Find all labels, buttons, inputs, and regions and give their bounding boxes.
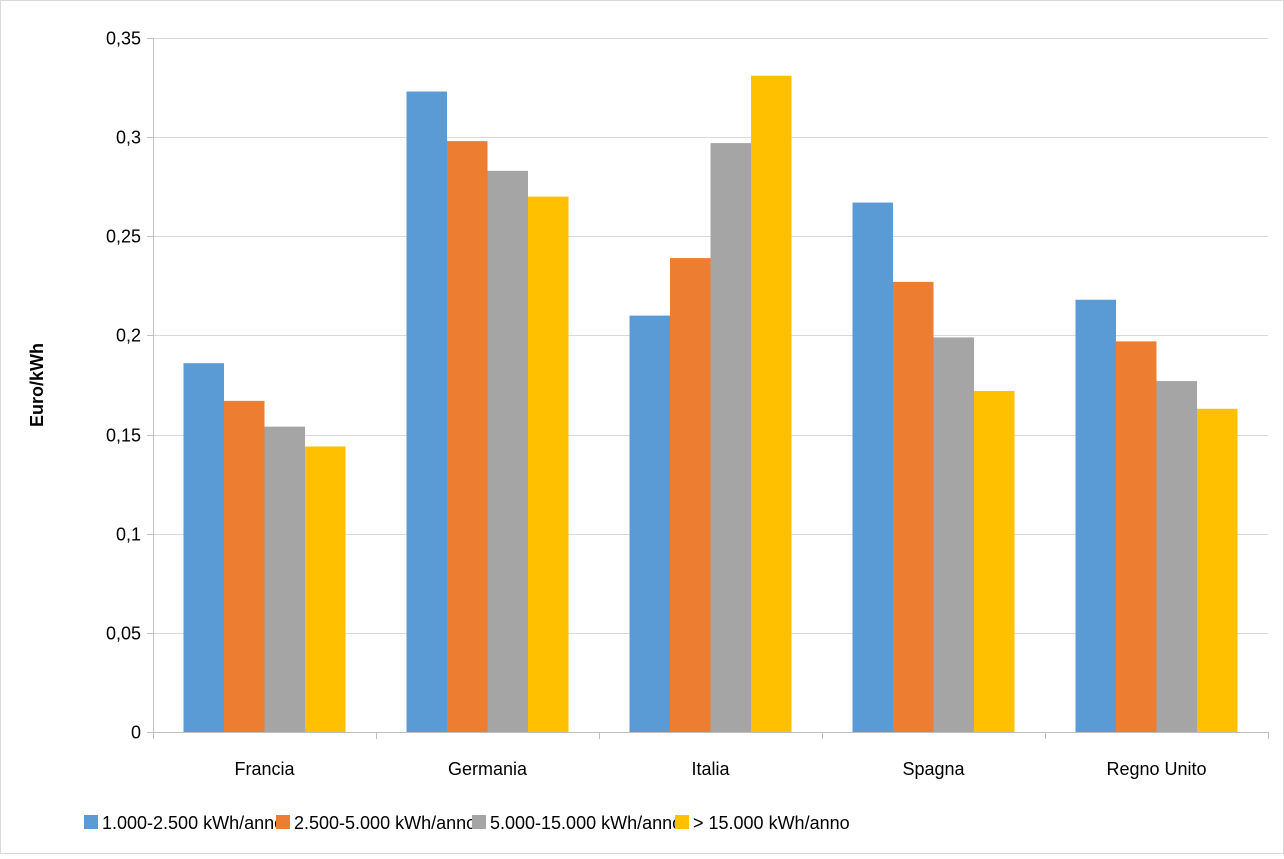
axes: 0 0,05 0,1 0,15 0,2 0,25 0,3 0,35 Francia Germani… <box>106 29 1269 779</box>
bar-1-germania <box>406 91 447 733</box>
bar-2-italia <box>670 258 711 732</box>
legend-swatch <box>276 815 290 829</box>
y-tick-label: 0,35 <box>106 29 141 49</box>
bar-3-spagna <box>933 337 974 732</box>
bar-3-italia <box>710 143 751 732</box>
bar-4-italia <box>751 75 792 732</box>
y-axis-title: Euro/kWh <box>27 343 47 427</box>
legend-label: 2.500-5.000 kWh/anno <box>294 813 476 833</box>
bar-1-italia <box>629 315 670 732</box>
bar-2-francia <box>224 400 265 732</box>
bar-2-regno-unito <box>1116 341 1157 732</box>
y-tick-label: 0,25 <box>106 227 141 247</box>
bar-4-francia <box>305 446 346 732</box>
legend-swatch <box>84 815 98 829</box>
bar-4-germania <box>528 196 569 733</box>
bar-4-regno-unito <box>1197 408 1238 732</box>
bar-4-spagna <box>974 390 1015 732</box>
bars <box>183 75 1238 733</box>
y-tick-label: 0,2 <box>116 326 141 346</box>
y-tick-label: 0 <box>131 723 141 743</box>
x-category-label: Germania <box>448 759 528 779</box>
bar-1-francia <box>183 363 224 732</box>
legend: 1.000-2.500 kWh/anno 2.500-5.000 kWh/anno… <box>84 813 850 833</box>
bar-2-spagna <box>893 281 934 732</box>
y-tick-label: 0,15 <box>106 426 141 446</box>
x-category-label: Francia <box>234 759 295 779</box>
y-tick-label: 0,05 <box>106 624 141 644</box>
x-category-label: Italia <box>691 759 730 779</box>
y-tick-label: 0,3 <box>116 128 141 148</box>
legend-swatch <box>675 815 689 829</box>
legend-label: 1.000-2.500 kWh/anno <box>102 813 284 833</box>
bar-3-francia <box>264 426 305 732</box>
x-category-label: Spagna <box>902 759 965 779</box>
legend-label: 5.000-15.000 kWh/anno <box>490 813 682 833</box>
legend-label: > 15.000 kWh/anno <box>693 813 850 833</box>
y-tick-label: 0,1 <box>116 525 141 545</box>
bar-3-germania <box>487 170 528 732</box>
bar-1-regno-unito <box>1075 299 1116 732</box>
x-category-label: Regno Unito <box>1106 759 1206 779</box>
bar-1-spagna <box>852 202 893 732</box>
bar-2-germania <box>447 141 488 732</box>
legend-swatch <box>472 815 486 829</box>
bar-3-regno-unito <box>1156 381 1197 732</box>
